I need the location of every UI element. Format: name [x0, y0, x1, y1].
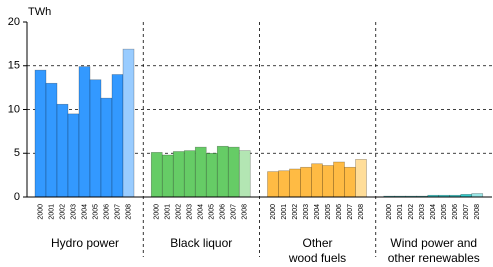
- x-tick-label: 2008: [242, 204, 249, 220]
- x-tick-label: 2001: [48, 204, 55, 220]
- x-tick-label: 2002: [408, 204, 415, 220]
- x-tick-label: 2006: [103, 204, 110, 220]
- bar: [89, 79, 102, 198]
- x-tick-label: 2004: [314, 204, 321, 220]
- x-tick-label: 2000: [37, 204, 44, 220]
- bar: [100, 97, 113, 198]
- bar: [45, 82, 58, 198]
- x-tick-label: 2006: [336, 204, 343, 220]
- bar: [150, 152, 163, 198]
- y-tick-label: 0: [14, 191, 20, 203]
- x-tick-label: 2000: [154, 204, 161, 220]
- x-tick-label: 2005: [209, 204, 216, 220]
- y-axis-label: TWh: [28, 6, 51, 18]
- x-tick-label: 2000: [270, 204, 277, 220]
- x-tick-label: 2005: [325, 204, 332, 220]
- group-label: Black liquor: [170, 236, 233, 250]
- x-tick-label: 2006: [452, 204, 459, 220]
- group-label: Wind power and other renewables: [387, 236, 480, 265]
- x-tick-label: 2004: [81, 204, 88, 220]
- x-tick-label: 2008: [125, 204, 132, 220]
- bar: [267, 171, 279, 198]
- x-tick-label: 2004: [198, 204, 205, 220]
- group-label: Other wood fuels: [288, 236, 347, 265]
- x-tick-label: 2007: [347, 204, 354, 220]
- bar: [355, 159, 367, 198]
- bar: [216, 145, 229, 198]
- x-tick-label: 2006: [220, 204, 227, 220]
- x-tick-label: 2002: [59, 204, 66, 220]
- x-tick-label: 2003: [419, 204, 426, 220]
- bar: [471, 193, 484, 198]
- bar: [333, 161, 345, 198]
- bar: [300, 166, 312, 198]
- bar: [238, 150, 251, 198]
- y-tick-label: 10: [8, 103, 20, 115]
- x-tick-label: 2003: [303, 204, 310, 220]
- x-tick-label: 2005: [92, 204, 99, 220]
- x-tick-label: 2001: [165, 204, 172, 220]
- bar: [34, 69, 47, 198]
- bar: [183, 150, 196, 198]
- x-tick-label: 2003: [187, 204, 194, 220]
- bar: [205, 152, 218, 198]
- x-tick-label: 2004: [430, 204, 437, 220]
- x-tick-label: 2007: [463, 204, 470, 220]
- bar: [67, 113, 80, 198]
- bar: [161, 154, 174, 198]
- x-tick-label: 2007: [231, 204, 238, 220]
- group-label: Hydro power: [50, 236, 120, 250]
- x-tick-label: 2002: [176, 204, 183, 220]
- bar: [322, 165, 334, 198]
- bar: [289, 168, 301, 198]
- bar: [122, 48, 135, 198]
- x-tick-label: 2000: [386, 204, 393, 220]
- y-tick-label: 5: [14, 147, 20, 159]
- bar: [227, 146, 240, 198]
- bar: [311, 163, 323, 198]
- y-tick-label: 15: [8, 60, 20, 72]
- x-tick-label: 2008: [358, 204, 365, 220]
- bar: [194, 146, 207, 198]
- bar: [78, 66, 91, 198]
- x-tick-label: 2008: [474, 204, 481, 220]
- x-tick-label: 2005: [441, 204, 448, 220]
- bar: [56, 103, 69, 198]
- x-tick-label: 2007: [114, 204, 121, 220]
- x-tick-label: 2001: [281, 204, 288, 220]
- y-tick-label: 20: [8, 16, 20, 28]
- bar: [172, 151, 185, 198]
- bar: [344, 166, 356, 198]
- x-tick-label: 2003: [70, 204, 77, 220]
- x-tick-label: 2001: [397, 204, 404, 220]
- x-tick-label: 2002: [292, 204, 299, 220]
- bar: [278, 170, 290, 198]
- bar: [111, 74, 124, 198]
